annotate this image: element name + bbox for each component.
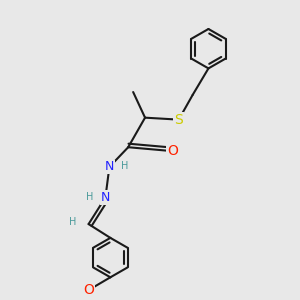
Text: H: H [69,217,77,227]
Text: H: H [86,192,93,202]
Text: H: H [122,161,129,171]
Text: S: S [174,112,183,127]
Text: N: N [105,160,114,173]
Text: O: O [167,144,178,158]
Text: N: N [101,191,110,204]
Text: O: O [83,283,94,297]
